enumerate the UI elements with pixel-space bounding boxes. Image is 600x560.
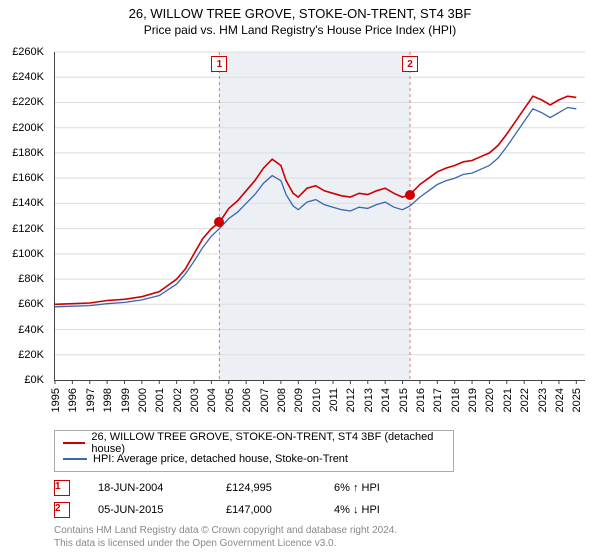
x-axis-ticks: 1995199619971998199920002001200220032004…	[54, 384, 584, 424]
x-tick-label: 1997	[85, 388, 97, 412]
sale-date: 05-JUN-2015	[98, 504, 198, 516]
y-tick-label: £120K	[12, 223, 44, 235]
x-tick-label: 2001	[154, 388, 166, 412]
sale-marker-label: 2	[402, 56, 418, 72]
x-tick-label: 2024	[554, 388, 566, 412]
y-axis-ticks: £0K£20K£40K£60K£80K£100K£120K£140K£160K£…	[0, 52, 50, 380]
x-tick-label: 1998	[102, 388, 114, 412]
sale-row: 2 05-JUN-2015 £147,000 4% ↓ HPI	[54, 500, 584, 520]
legend-row: 26, WILLOW TREE GROVE, STOKE-ON-TRENT, S…	[63, 435, 445, 451]
x-tick-label: 2016	[415, 388, 427, 412]
y-tick-label: £60K	[18, 298, 44, 310]
x-tick-label: 2019	[467, 388, 479, 412]
chart-plot-area: 12	[54, 52, 585, 381]
y-tick-label: £160K	[12, 172, 44, 184]
x-tick-label: 2005	[224, 388, 236, 412]
chart-title: 26, WILLOW TREE GROVE, STOKE-ON-TRENT, S…	[0, 6, 600, 21]
chart-subtitle: Price paid vs. HM Land Registry's House …	[0, 23, 600, 37]
x-tick-label: 2017	[432, 388, 444, 412]
x-tick-label: 2000	[137, 388, 149, 412]
legend-label-property: 26, WILLOW TREE GROVE, STOKE-ON-TRENT, S…	[91, 431, 445, 455]
x-tick-label: 2010	[311, 388, 323, 412]
footer-line-2: This data is licensed under the Open Gov…	[54, 537, 584, 550]
sale-marker-dot	[214, 217, 224, 227]
y-tick-label: £0K	[24, 374, 44, 386]
x-tick-label: 2004	[206, 388, 218, 412]
x-tick-label: 2021	[502, 388, 514, 412]
y-tick-label: £80K	[18, 273, 44, 285]
x-tick-label: 2015	[398, 388, 410, 412]
legend-swatch-hpi	[63, 458, 87, 460]
sale-date: 18-JUN-2004	[98, 482, 198, 494]
y-tick-label: £240K	[12, 71, 44, 83]
sale-vs-hpi: 6% ↑ HPI	[334, 482, 414, 494]
x-tick-label: 2018	[450, 388, 462, 412]
sales-table: 1 18-JUN-2004 £124,995 6% ↑ HPI 2 05-JUN-2015…	[54, 476, 584, 520]
x-tick-label: 2009	[293, 388, 305, 412]
x-tick-label: 1995	[50, 388, 62, 412]
x-tick-label: 1996	[67, 388, 79, 412]
series-line-hpi	[55, 108, 576, 307]
footer-attribution: Contains HM Land Registry data © Crown c…	[54, 524, 584, 550]
x-tick-label: 2014	[380, 388, 392, 412]
legend-label-hpi: HPI: Average price, detached house, Stok…	[93, 453, 348, 465]
y-tick-label: £140K	[12, 197, 44, 209]
x-tick-label: 2002	[172, 388, 184, 412]
chart-svg	[55, 52, 585, 380]
legend-box: 26, WILLOW TREE GROVE, STOKE-ON-TRENT, S…	[54, 430, 454, 472]
x-tick-label: 2011	[328, 388, 340, 412]
x-tick-label: 2006	[241, 388, 253, 412]
x-tick-label: 2007	[259, 388, 271, 412]
y-tick-label: £100K	[12, 248, 44, 260]
sale-index-box: 1	[54, 480, 70, 496]
x-tick-label: 2012	[345, 388, 357, 412]
x-tick-label: 2023	[537, 388, 549, 412]
y-tick-label: £20K	[18, 349, 44, 361]
y-tick-label: £220K	[12, 96, 44, 108]
sale-marker-label: 1	[211, 56, 227, 72]
y-tick-label: £40K	[18, 324, 44, 336]
x-tick-label: 2013	[363, 388, 375, 412]
y-tick-label: £260K	[12, 46, 44, 58]
sale-price: £147,000	[226, 504, 306, 516]
x-tick-label: 2020	[484, 388, 496, 412]
sale-vs-hpi: 4% ↓ HPI	[334, 504, 414, 516]
sale-index-box: 2	[54, 502, 70, 518]
x-tick-label: 2008	[276, 388, 288, 412]
x-tick-label: 2025	[571, 388, 583, 412]
sale-price: £124,995	[226, 482, 306, 494]
x-tick-label: 2003	[189, 388, 201, 412]
sale-row: 1 18-JUN-2004 £124,995 6% ↑ HPI	[54, 478, 584, 498]
y-tick-label: £180K	[12, 147, 44, 159]
x-tick-label: 1999	[120, 388, 132, 412]
legend-swatch-property	[63, 442, 85, 444]
y-tick-label: £200K	[12, 122, 44, 134]
footer-line-1: Contains HM Land Registry data © Crown c…	[54, 524, 584, 537]
x-tick-label: 2022	[519, 388, 531, 412]
sale-marker-dot	[405, 190, 415, 200]
